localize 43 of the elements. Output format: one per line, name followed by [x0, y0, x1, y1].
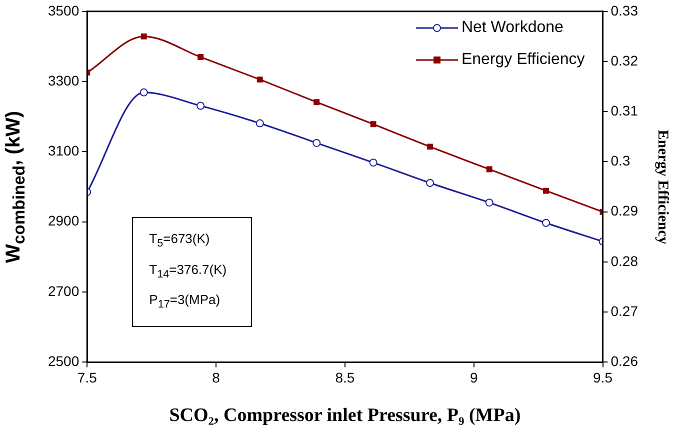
y2-tick-label: 0.31 — [610, 102, 638, 118]
annotation: P$_{17}$=3(MPa) — [149, 291, 222, 313]
point — [256, 76, 263, 83]
x-tick-label: 8 — [212, 369, 220, 386]
x-tick-label: 7.5 — [77, 369, 98, 386]
y-tick-label: 3300 — [48, 72, 80, 88]
x-axis-title: SCO₂, Compressor inlet Pressure, P₉ (MPa) — [169, 405, 521, 427]
point — [256, 119, 264, 128]
y2-tick-label: 0.33 — [610, 2, 638, 18]
point — [140, 33, 147, 40]
note-box: T$_{5}$=673(K) T$_{14}$=376.7(K) P$_{17}$=3(MPa) — [132, 217, 252, 327]
point — [140, 88, 148, 96]
point — [426, 178, 434, 187]
point — [485, 198, 494, 207]
y2-tick-label: 0.3 — [610, 152, 630, 169]
point — [543, 188, 550, 194]
y2-axis-title: Energy Efficiency — [654, 130, 670, 244]
point — [196, 102, 205, 110]
y2-tick-label: 0.29 — [610, 202, 638, 219]
y2-tick-label: 0.27 — [610, 302, 638, 319]
annotation: T$_{14}$=376.7(K) — [149, 260, 227, 282]
point — [427, 144, 433, 150]
y-tick-label: 3500 — [48, 2, 80, 18]
point — [314, 99, 320, 106]
y2-tick-label: 0.28 — [610, 252, 638, 269]
point — [542, 218, 550, 227]
point — [198, 54, 204, 60]
y2-tick-label: 0.32 — [610, 52, 638, 68]
x-tick-label: 8.5 — [335, 369, 355, 386]
y-tick-label: 2700 — [48, 282, 80, 299]
point — [369, 158, 378, 167]
point — [370, 121, 376, 128]
y-tick-label: 3100 — [48, 142, 80, 159]
annotation: T$_{5}$=673(K) — [149, 230, 211, 252]
legend-label: Energy Efficiency — [461, 51, 585, 70]
x-tick-label: 9.5 — [593, 369, 613, 386]
x-tick-label: 9 — [470, 369, 478, 386]
y-tick-label: 2500 — [48, 353, 80, 370]
point — [486, 166, 492, 172]
y-tick-label: 2900 — [48, 212, 80, 229]
legend-label: Net Workdone — [461, 19, 564, 38]
y2-tick-label: 0.26 — [610, 353, 638, 370]
point — [312, 138, 321, 147]
